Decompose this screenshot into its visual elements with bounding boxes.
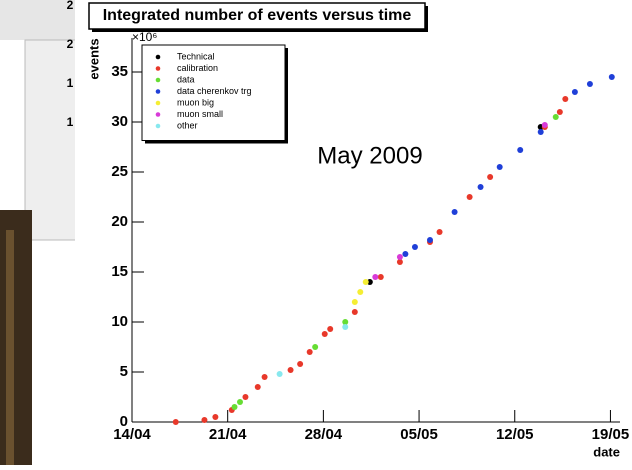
x-tick-label: 14/04 [113, 426, 151, 443]
y-tick-label: 10 [111, 313, 128, 330]
point [517, 147, 524, 153]
legend-marker [155, 66, 161, 71]
y-axis-label: events [86, 38, 101, 79]
point [351, 309, 358, 315]
legend-marker [155, 54, 161, 60]
y-tick-label: 35 [111, 63, 128, 80]
point [201, 417, 208, 423]
point [212, 414, 219, 420]
legend-label: Technical [177, 51, 215, 61]
point [312, 344, 319, 350]
legend-label: calibration [177, 63, 218, 73]
point [231, 404, 238, 410]
point [287, 367, 294, 373]
point [297, 361, 304, 367]
y-tick-label: 25 [111, 163, 128, 180]
title-box [88, 2, 426, 30]
points [172, 74, 615, 425]
point [571, 89, 578, 95]
x-axis-label: date [593, 444, 620, 459]
legend-marker [155, 89, 161, 94]
point [487, 174, 494, 180]
annotation: May 2009 [317, 142, 422, 169]
point [562, 96, 569, 102]
legend-label: muon big [177, 97, 214, 107]
legend-box [141, 44, 286, 141]
point [396, 259, 403, 265]
y-tick-label: 20 [111, 213, 128, 230]
point [537, 129, 544, 135]
point [362, 279, 369, 285]
point [172, 419, 179, 425]
x-tick-label: 12/05 [496, 426, 534, 443]
point [402, 251, 409, 257]
grey-panel [0, 0, 78, 40]
background-ticks: 2 2 1 1 [67, 0, 74, 129]
point [496, 164, 503, 170]
point [261, 374, 268, 380]
point [411, 244, 418, 250]
point [426, 237, 433, 243]
photo [0, 210, 32, 465]
photo-detail [6, 230, 14, 465]
point [242, 394, 249, 400]
y-tick-label: 0 [120, 413, 128, 430]
background-tick-label: 1 [67, 115, 74, 129]
point [351, 299, 358, 305]
point [608, 74, 615, 80]
point [327, 326, 334, 332]
y-multiplier: ×10⁶ [132, 30, 157, 44]
point [306, 349, 313, 355]
x-tick-label: 05/05 [400, 426, 438, 443]
point [254, 384, 261, 390]
background-tick-label: 1 [67, 76, 74, 90]
point [357, 289, 364, 295]
point [436, 229, 443, 235]
legend-marker [155, 112, 161, 117]
background-tick-label: 2 [67, 0, 74, 12]
y-tick-label: 5 [120, 363, 128, 380]
point [586, 81, 593, 87]
point [342, 324, 349, 330]
point [396, 254, 403, 260]
x-tick-label: 19/05 [592, 426, 630, 443]
point [366, 279, 373, 285]
point [377, 274, 384, 280]
y-tick-label: 30 [111, 113, 128, 130]
axes: 0 5 10 15 20 25 30 35 14/04 21/04 28/04 05/05 12/05 1… [111, 38, 629, 443]
x-tick-label: 21/04 [209, 426, 247, 443]
point [372, 274, 379, 280]
point [466, 194, 473, 200]
background-plot [24, 39, 79, 241]
point [451, 209, 458, 215]
legend-label: other [177, 120, 198, 130]
point [342, 319, 349, 325]
point [276, 371, 283, 377]
chart-title: Integrated number of events versus time [103, 7, 412, 24]
point [321, 331, 328, 337]
point [556, 109, 563, 115]
point [236, 399, 243, 405]
x-tick-label: 28/04 [305, 426, 343, 443]
legend-label: data cherenkov trg [177, 86, 252, 96]
point [552, 114, 559, 120]
legend-marker [155, 77, 161, 83]
legend-label: muon small [177, 109, 223, 119]
legend-label: data [177, 74, 195, 84]
background-tick-label: 2 [67, 37, 74, 51]
point [477, 184, 484, 190]
legend-marker [155, 123, 161, 129]
legend-marker [155, 100, 161, 106]
point [541, 122, 548, 128]
y-tick-label: 15 [111, 263, 128, 280]
